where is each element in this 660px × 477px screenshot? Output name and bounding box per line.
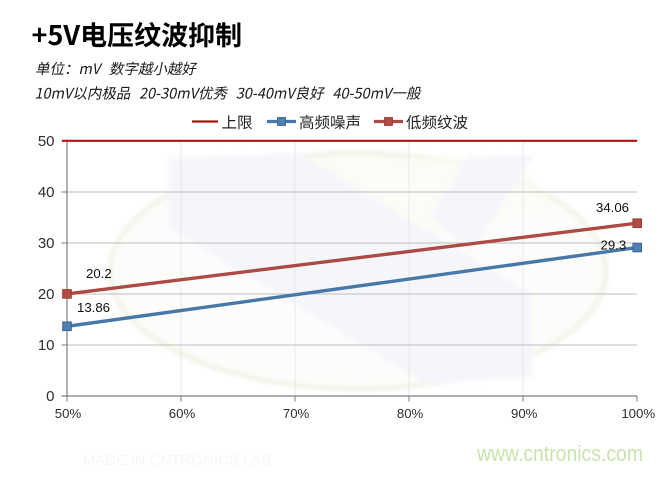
svg-text:70%: 70% [283, 406, 310, 421]
svg-text:90%: 90% [511, 406, 538, 421]
svg-text:60%: 60% [169, 406, 196, 421]
svg-text:29.3: 29.3 [601, 237, 627, 252]
svg-text:34.06: 34.06 [596, 200, 629, 215]
svg-text:10: 10 [38, 337, 55, 354]
svg-text:30: 30 [38, 235, 55, 252]
svg-text:13.86: 13.86 [77, 300, 110, 315]
svg-text:100%: 100% [621, 406, 655, 421]
svg-text:0: 0 [46, 388, 54, 405]
svg-text:20: 20 [38, 286, 55, 303]
svg-text:50: 50 [38, 133, 55, 150]
svg-text:50%: 50% [55, 406, 82, 421]
svg-text:40: 40 [38, 184, 55, 201]
svg-text:www.cntronics.com: www.cntronics.com [476, 441, 643, 466]
svg-text:20.2: 20.2 [86, 266, 112, 281]
svg-text:80%: 80% [397, 406, 424, 421]
svg-text:MADE IN CNTRONICS LAB: MADE IN CNTRONICS LAB [83, 452, 271, 469]
